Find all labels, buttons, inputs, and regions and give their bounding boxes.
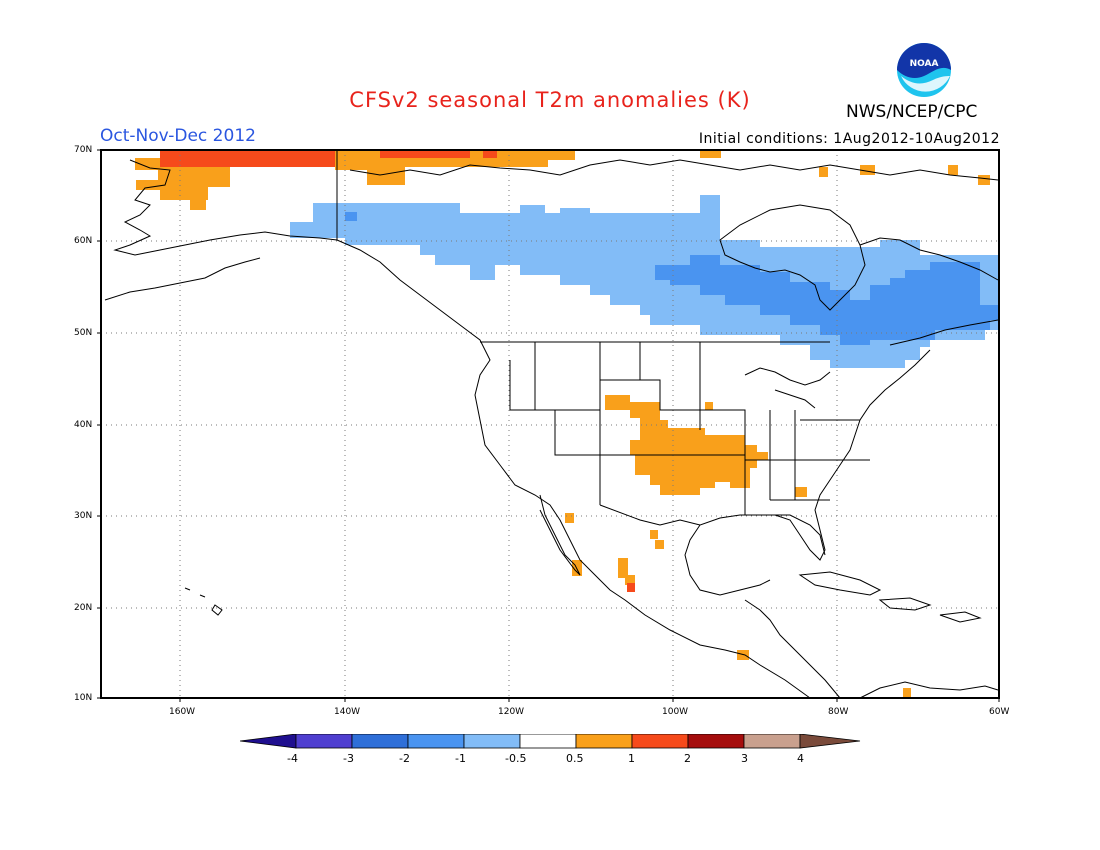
warm-anomaly-arctic-red-2	[380, 150, 470, 158]
lat-label-50n: 50N	[74, 328, 93, 338]
warm-anomaly-arctic-small-3	[948, 165, 958, 175]
warm-anomaly-small-10	[903, 688, 911, 698]
lat-label-10n: 10N	[74, 693, 93, 703]
colorbar-bin-1	[295, 734, 353, 749]
colorbar-label-1: 1	[628, 752, 635, 765]
chart-title: CFSv2 seasonal T2m anomalies (K)	[349, 88, 751, 112]
colorbar-label-neg3: -3	[343, 752, 354, 765]
cold-anomaly-small-1	[345, 212, 357, 221]
coastlines	[104, 150, 999, 699]
colorbar-label-2: 2	[684, 752, 691, 765]
colorbar-bin-3	[407, 734, 465, 749]
warm-anomaly-small-4	[650, 530, 658, 539]
forecast-period: Oct-Nov-Dec 2012	[100, 126, 256, 146]
colorbar-bin-7	[631, 734, 689, 749]
axis-ticks	[97, 149, 1000, 702]
warm-anomaly-small-7	[618, 558, 628, 578]
colorbar-bin-2	[351, 734, 409, 749]
cold-anomaly-canada-mid	[655, 255, 1000, 345]
lat-label-60n: 60N	[74, 236, 93, 246]
colorbar-label-05: 0.5	[566, 752, 584, 765]
colorbar-bin-4	[463, 734, 521, 749]
colorbar-label-neg4: -4	[287, 752, 298, 765]
colorbar-label-neg1: -1	[455, 752, 466, 765]
map-frame	[100, 149, 1000, 699]
warm-anomaly-small-1	[705, 402, 713, 410]
warm-anomaly-small-5	[655, 540, 664, 549]
warm-anomaly-small-red	[627, 583, 635, 592]
lat-label-30n: 30N	[74, 511, 93, 521]
lat-label-40n: 40N	[74, 420, 93, 430]
warm-anomaly-arctic-red	[160, 150, 335, 167]
colorbar-low-arrow	[240, 734, 297, 749]
agency-label: NWS/NCEP/CPC	[846, 102, 978, 122]
initial-conditions: Initial conditions: 1Aug2012-10Aug2012	[698, 131, 1000, 147]
warm-anomaly-arctic-small-2	[860, 165, 875, 175]
warm-anomaly-small-8	[625, 575, 635, 585]
lon-label-60w: 60W	[989, 707, 1010, 717]
colorbar-label-neg05: -0.5	[505, 752, 527, 765]
lat-label-70n: 70N	[74, 145, 93, 155]
colorbar-label-4: 4	[797, 752, 804, 765]
lon-label-100w: 100W	[662, 707, 689, 717]
lon-label-120w: 120W	[498, 707, 525, 717]
colorbar-bin-8	[687, 734, 745, 749]
noaa-logo: NOAA	[897, 43, 951, 97]
colorbar-bin-9	[743, 734, 801, 749]
warm-anomaly-arctic-red-3	[483, 150, 497, 158]
warm-anomaly-small-2	[795, 487, 807, 497]
warm-anomaly-arctic-small-1	[700, 150, 721, 158]
lon-label-140w: 140W	[334, 707, 361, 717]
colorbar-high-arrow	[799, 734, 861, 749]
colorbar-bin-5	[519, 734, 577, 749]
colorbar-bin-6	[575, 734, 633, 749]
colorbar	[240, 734, 861, 749]
lat-label-20n: 20N	[74, 603, 93, 613]
svg-text:NOAA: NOAA	[910, 59, 939, 69]
lon-label-80w: 80W	[828, 707, 849, 717]
warm-anomaly-arctic-small-5	[819, 167, 828, 177]
warm-anomaly-central-us	[605, 395, 768, 495]
lon-label-160w: 160W	[169, 707, 196, 717]
anomaly-shading	[135, 150, 1000, 698]
warm-anomaly-arctic-small-4	[978, 175, 990, 185]
colorbar-label-3: 3	[741, 752, 748, 765]
warm-anomaly-small-3	[565, 513, 574, 523]
colorbar-label-neg2: -2	[399, 752, 410, 765]
